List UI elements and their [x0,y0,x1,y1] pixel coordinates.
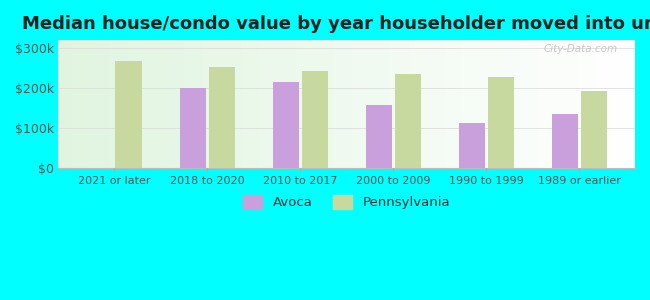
Bar [459,123,485,168]
Title: Median house/condo value by year householder moved into unit: Median house/condo value by year househo… [22,15,650,33]
Bar [395,74,421,168]
Bar [209,67,235,168]
Bar [488,77,514,168]
Bar [273,82,299,168]
Bar [116,61,142,168]
Legend: Avoca, Pennsylvania: Avoca, Pennsylvania [237,190,456,214]
Bar [580,92,606,168]
Bar [179,88,205,168]
Bar [366,105,392,168]
Text: City-Data.com: City-Data.com [543,44,618,54]
Bar [302,71,328,168]
Bar [552,114,578,168]
